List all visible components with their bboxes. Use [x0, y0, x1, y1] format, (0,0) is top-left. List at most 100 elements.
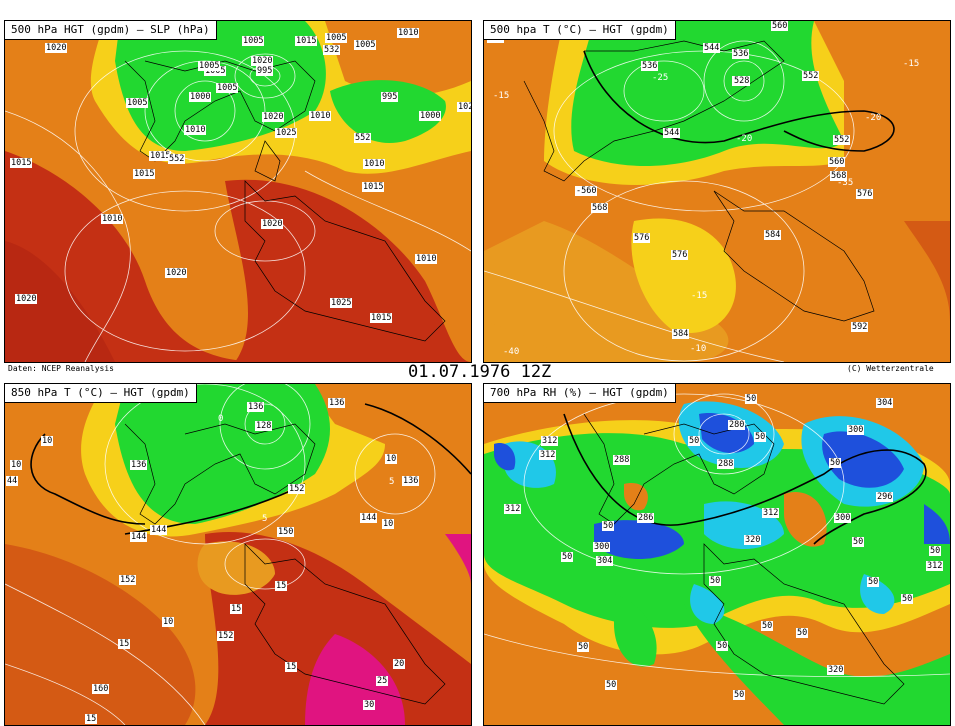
contour-label: 552 — [802, 71, 820, 81]
contour-label: 560 — [828, 157, 846, 167]
contour-label: 584 — [672, 329, 690, 339]
contour-label: 568 — [830, 171, 848, 181]
contour-label: 296 — [876, 492, 894, 502]
contour-label: 50 — [796, 628, 809, 638]
contour-label: 1025 — [330, 298, 353, 308]
temp-label: -15 — [691, 291, 708, 301]
contour-label: 536 — [732, 49, 750, 59]
contour-label: 576 — [671, 250, 689, 260]
contour-label: 160 — [92, 684, 110, 694]
temp-label: 5 — [389, 477, 395, 487]
contour-label: 50 — [716, 641, 729, 651]
contour-label: 1005 — [216, 83, 239, 93]
contour-label: 1020 — [45, 43, 68, 53]
contour-label: 576 — [633, 233, 651, 243]
contour-label: 300 — [847, 425, 865, 435]
contour-label: 50 — [852, 537, 865, 547]
contour-label: 552 — [833, 135, 851, 145]
contour-label: 10 — [162, 617, 175, 627]
contour-label: 30 — [363, 700, 376, 710]
contour-label: 300 — [834, 513, 852, 523]
contour-label: 15 — [85, 714, 98, 724]
panel-500hpa-temp: 500 hpa T (°C) – HGT (gpdm) 588 528 544 … — [483, 20, 951, 363]
contour-label: 10 — [10, 460, 23, 470]
contour-label: 1025 — [457, 102, 471, 112]
contour-label: 44 — [6, 476, 19, 486]
panel-500hpa-slp: 500 hPa HGT (gpdm) – SLP (hPa) 1020 1005… — [4, 20, 472, 363]
contour-label: 1000 — [189, 92, 212, 102]
contour-label: 1010 — [309, 111, 332, 121]
contour-label: 20 — [393, 659, 406, 669]
contour-label: 50 — [754, 432, 767, 442]
contour-label: 50 — [561, 552, 574, 562]
contour-label: 1020 — [165, 268, 188, 278]
contour-label: 144 — [360, 513, 378, 523]
contour-label: 1015 — [370, 313, 393, 323]
contour-label: 312 — [504, 504, 522, 514]
contour-label: 576 — [856, 189, 874, 199]
contour-label: 1015 — [133, 169, 156, 179]
temp-label: -15 — [493, 91, 510, 101]
contour-label: 128 — [255, 421, 273, 431]
contour-label: 552 — [354, 133, 372, 143]
contour-label: 995 — [381, 92, 399, 102]
contour-label: 1000 — [419, 111, 442, 121]
contour-label: 304 — [876, 398, 894, 408]
contour-label: 50 — [602, 521, 615, 531]
contour-label: 50 — [901, 594, 914, 604]
contour-label: 150 — [277, 527, 295, 537]
temp-label: -20 — [865, 113, 882, 123]
contour-label: 300 — [593, 542, 611, 552]
contour-label: 1020 — [262, 112, 285, 122]
panel-title: 500 hPa HGT (gpdm) – SLP (hPa) — [5, 21, 217, 40]
contour-label: 50 — [688, 436, 701, 446]
contour-label: 10 — [41, 436, 54, 446]
panel-title: 850 hPa T (°C) – HGT (gpdm) — [5, 384, 197, 403]
contour-label: 544 — [663, 128, 681, 138]
contour-label: 312 — [541, 436, 559, 446]
contour-label: 1005 — [126, 98, 149, 108]
temp-label: -40 — [503, 347, 520, 357]
contour-label: 1015 — [295, 36, 318, 46]
contour-label: 560 — [771, 21, 789, 31]
contour-label: 136 — [328, 398, 346, 408]
map-datetime: 01.07.1976 12Z — [408, 362, 552, 382]
contour-label: 1010 — [363, 159, 386, 169]
contour-label: 1015 — [362, 182, 385, 192]
contour-label: 15 — [285, 662, 298, 672]
contour-label: 136 — [130, 460, 148, 470]
contour-label: 584 — [764, 230, 782, 240]
contour-label: 304 — [596, 556, 614, 566]
temp-label: -25 — [652, 73, 669, 83]
contour-label: 592 — [851, 322, 869, 332]
contour-label: 1020 — [261, 219, 284, 229]
contour-label: 1010 — [184, 125, 207, 135]
contour-label: 15 — [118, 639, 131, 649]
contour-label: 320 — [744, 535, 762, 545]
contour-label: 552 — [168, 154, 186, 164]
data-source: Daten: NCEP Reanalysis — [8, 364, 114, 373]
contour-label: 1020 — [251, 56, 274, 66]
panel-title: 500 hpa T (°C) – HGT (gpdm) — [484, 21, 676, 40]
contour-label: 25 — [376, 676, 389, 686]
copyright: (C) Wetterzentrale — [847, 364, 934, 373]
contour-label: 286 — [637, 513, 655, 523]
contour-label: 1005 — [354, 40, 377, 50]
contour-label: 288 — [613, 455, 631, 465]
contour-label: 50 — [605, 680, 618, 690]
contour-label: 536 — [641, 61, 659, 71]
contour-label: 568 — [591, 203, 609, 213]
contour-label: 1010 — [101, 214, 124, 224]
contour-label: 320 — [827, 665, 845, 675]
panel-title: 700 hPa RH (%) – HGT (gpdm) — [484, 384, 676, 403]
contour-label: 136 — [247, 402, 265, 412]
temp-label: -35 — [837, 178, 854, 188]
contour-label: 288 — [717, 459, 735, 469]
contour-label: 152 — [217, 631, 235, 641]
temp-label: -20 — [736, 134, 753, 144]
contour-label: 1010 — [415, 254, 438, 264]
contour-label: 1005 — [242, 36, 265, 46]
contour-label: 144 — [150, 525, 168, 535]
contour-label: -560 — [575, 186, 598, 196]
contour-label: 15 — [230, 604, 243, 614]
